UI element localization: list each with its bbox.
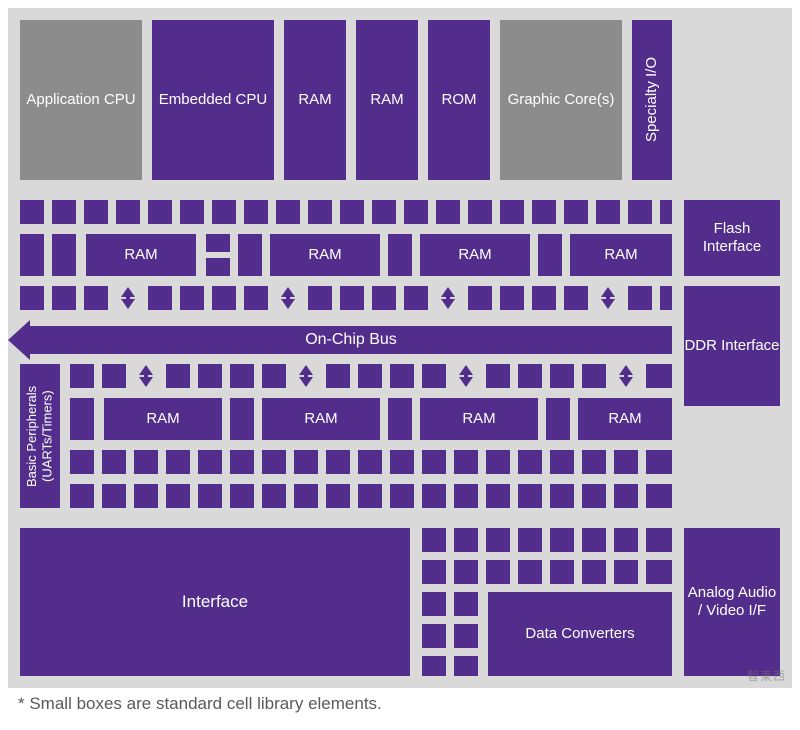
label: RAM xyxy=(124,246,157,264)
label: Specialty I/O xyxy=(643,57,661,142)
bus-arrow-icon xyxy=(121,287,135,309)
bus-arrow-icon xyxy=(459,365,473,387)
block-embedded-cpu: Embedded CPU xyxy=(152,20,274,180)
block-ram-upper-3: RAM xyxy=(420,234,530,276)
label: RAM xyxy=(604,246,637,264)
footnote: * Small boxes are standard cell library … xyxy=(8,688,792,714)
block-ram-upper-4: RAM xyxy=(570,234,672,276)
chip-area: Application CPU Embedded CPU RAM RAM ROM… xyxy=(8,8,792,688)
block-application-cpu: Application CPU xyxy=(20,20,142,180)
watermark: 智東西 xyxy=(747,667,786,684)
label: RAM xyxy=(146,410,179,428)
block-specialty-io: Specialty I/O xyxy=(632,20,672,180)
block-interface: Interface xyxy=(20,528,410,676)
label: RAM xyxy=(304,410,337,428)
label: Graphic Core(s) xyxy=(508,91,615,109)
block-ddr-interface: DDR Interface xyxy=(684,286,780,406)
bus-arrowhead-icon xyxy=(8,320,30,360)
label: ROM xyxy=(442,91,477,109)
block-ram-lower-4: RAM xyxy=(578,398,672,440)
block-data-converters: Data Converters xyxy=(488,592,672,676)
block-basic-peripherals: Basic Peripherals (UARTs/Timers) xyxy=(20,364,60,508)
label: Embedded CPU xyxy=(159,91,267,109)
block-rom-top: ROM xyxy=(428,20,490,180)
label: Basic Peripherals (UARTs/Timers) xyxy=(24,364,55,508)
block-analog-av-if: Analog Audio / Video I/F xyxy=(684,528,780,676)
block-ram-lower-3: RAM xyxy=(420,398,538,440)
bus-arrow-icon xyxy=(601,287,615,309)
block-ram-top-1: RAM xyxy=(284,20,346,180)
label: On-Chip Bus xyxy=(305,331,397,349)
label: RAM xyxy=(298,91,331,109)
bus-arrow-icon xyxy=(619,365,633,387)
label: Analog Audio / Video I/F xyxy=(684,584,780,620)
label: RAM xyxy=(462,410,495,428)
block-ram-lower-1: RAM xyxy=(104,398,222,440)
label: Interface xyxy=(182,592,248,612)
label: RAM xyxy=(370,91,403,109)
block-ram-top-2: RAM xyxy=(356,20,418,180)
label: RAM xyxy=(458,246,491,264)
label: Flash Interface xyxy=(684,220,780,256)
block-graphic-cores: Graphic Core(s) xyxy=(500,20,622,180)
diagram-frame: Application CPU Embedded CPU RAM RAM ROM… xyxy=(0,0,800,730)
block-on-chip-bus: On-Chip Bus xyxy=(30,326,672,354)
bus-arrow-icon xyxy=(281,287,295,309)
label: RAM xyxy=(608,410,641,428)
bus-arrow-icon xyxy=(441,287,455,309)
label: Data Converters xyxy=(525,625,634,643)
block-ram-upper-1: RAM xyxy=(86,234,196,276)
block-ram-lower-2: RAM xyxy=(262,398,380,440)
label: RAM xyxy=(308,246,341,264)
bus-arrow-icon xyxy=(299,365,313,387)
bus-arrow-icon xyxy=(139,365,153,387)
label: Application CPU xyxy=(26,91,135,109)
block-flash-interface: Flash Interface xyxy=(684,200,780,276)
block-ram-upper-2: RAM xyxy=(270,234,380,276)
label: DDR Interface xyxy=(684,337,779,355)
